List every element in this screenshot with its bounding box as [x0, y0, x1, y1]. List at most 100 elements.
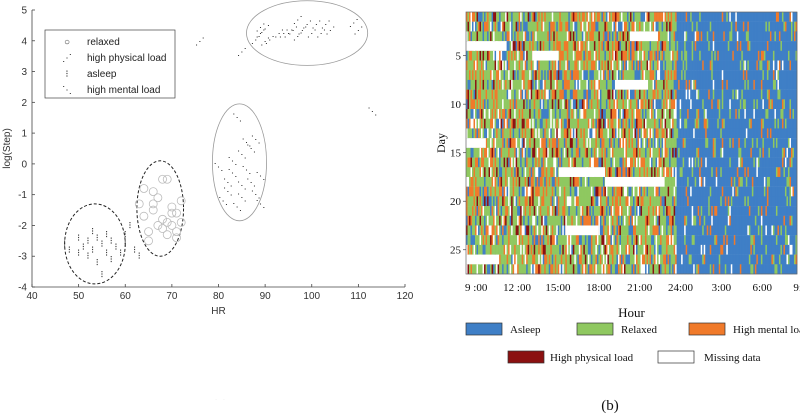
heatmap-cell — [636, 50, 638, 61]
heatmap-cell — [718, 167, 721, 178]
heatmap-cell — [711, 176, 714, 187]
heatmap-cell — [673, 215, 676, 226]
heatmap-cell — [684, 79, 686, 90]
heatmap-cell — [774, 186, 777, 197]
heatmap-cell — [748, 50, 751, 61]
heatmap-cell — [559, 50, 562, 61]
heatmap-cell — [613, 147, 616, 158]
heatmap-cell — [658, 186, 661, 197]
heatmap-cell — [572, 157, 575, 168]
heatmap-cell — [491, 206, 494, 216]
heatmap-cell — [574, 60, 577, 71]
heatmap-cell — [781, 109, 784, 119]
heatmap-cell — [667, 31, 670, 42]
heatmap-cell — [775, 41, 778, 52]
heatmap-cell — [521, 99, 524, 110]
heatmap-cell — [649, 89, 652, 100]
heatmap-cell — [574, 89, 577, 100]
heatmap-cell — [580, 79, 583, 90]
heatmap-cell — [774, 215, 777, 226]
heatmap-cell — [706, 215, 709, 226]
heatmap-cell — [703, 89, 706, 100]
heatmap-cell — [553, 109, 556, 119]
heatmap-cell — [654, 21, 656, 32]
heatmap-cell — [509, 109, 512, 119]
heatmap-cell — [518, 206, 521, 216]
heatmap-cell — [473, 118, 476, 129]
heatmap-cell — [639, 206, 641, 216]
heatmap-cell — [678, 12, 680, 22]
heatmap-cell — [667, 60, 670, 71]
heatmap-cell — [703, 118, 706, 129]
heatmap-cell — [571, 118, 574, 129]
heatmap-cell — [526, 147, 528, 158]
heatmap-cell — [505, 109, 507, 119]
heatmap-cell — [718, 109, 721, 119]
heatmap-cell — [530, 31, 533, 42]
heatmap-cell — [654, 41, 656, 52]
heatmap-cell — [577, 79, 580, 90]
heatmap-cell — [733, 31, 736, 42]
heatmap-cell — [724, 12, 727, 22]
heatmap-cell — [589, 109, 592, 119]
heatmap-cell — [514, 215, 516, 226]
heatmap-cell — [721, 186, 724, 197]
heatmap-cell — [527, 176, 530, 187]
heatmap-cell — [685, 70, 688, 81]
heatmap-cell — [682, 157, 685, 168]
heatmap-cell — [502, 12, 504, 22]
heatmap-cell — [508, 215, 510, 226]
heatmap-cell — [690, 79, 692, 90]
heatmap-cell — [672, 79, 674, 90]
heatmap-cell — [750, 147, 753, 158]
heatmap-cell — [726, 89, 729, 100]
data-point-asleep: ⁝ — [124, 230, 127, 241]
heatmap-cell — [596, 206, 599, 216]
heatmap-cell — [685, 138, 688, 149]
heatmap-cell — [589, 21, 592, 32]
heatmap-cell — [556, 118, 559, 129]
heatmap-cell — [590, 60, 593, 71]
heatmap-cell — [724, 70, 727, 81]
heatmap-cell — [481, 118, 483, 129]
heatmap-cell — [775, 196, 778, 207]
heatmap-cell — [472, 128, 474, 139]
heatmap-cell — [676, 12, 679, 22]
heatmap-cell — [592, 176, 595, 187]
heatmap-cell — [613, 186, 616, 197]
heatmap-cell — [554, 147, 557, 158]
heatmap-cell — [682, 147, 685, 158]
heatmap-cell — [727, 50, 730, 61]
heatmap-cell — [693, 50, 695, 61]
heatmap-cell — [626, 89, 629, 100]
heatmap-cell — [640, 196, 643, 207]
heatmap-cell — [640, 157, 643, 168]
heatmap-cell — [566, 206, 569, 216]
heatmap-cell — [640, 128, 643, 139]
heatmap-cell — [506, 99, 509, 110]
heatmap-cell — [684, 12, 686, 22]
heatmap-cell — [714, 41, 717, 52]
heatmap-cell — [709, 60, 712, 71]
heatmap-cell — [611, 157, 614, 168]
heatmap-cell — [611, 31, 614, 42]
heatmap-cell — [590, 109, 593, 119]
heatmap-cell — [541, 79, 544, 90]
heatmap-cell — [669, 60, 671, 71]
heatmap-cell — [499, 138, 501, 149]
heatmap-cell — [673, 206, 676, 216]
heatmap-cell — [640, 186, 643, 197]
heatmap-cell — [693, 118, 695, 129]
heatmap-cell — [658, 215, 661, 226]
heatmap-cell — [669, 50, 671, 61]
heatmap-cell — [623, 215, 626, 226]
heatmap-cell — [679, 70, 682, 81]
heatmap-cell — [744, 21, 747, 32]
heatmap-cell — [792, 176, 795, 187]
heatmap-cell — [526, 12, 528, 22]
heatmap-cell — [529, 50, 531, 61]
heatmap-cell — [732, 138, 735, 149]
heatmap-cell — [709, 157, 712, 168]
heatmap-cell — [712, 118, 715, 129]
heatmap-cell — [643, 118, 646, 129]
